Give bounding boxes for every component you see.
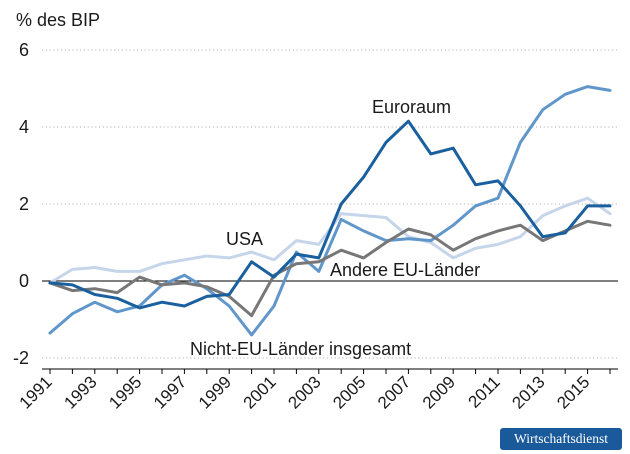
annotation-usa: USA — [226, 229, 263, 249]
series-lines — [48, 85, 612, 337]
x-tick-label: 2001 — [240, 372, 280, 412]
y-axis-ticks: -2 0 2 4 6 — [13, 40, 29, 368]
y-tick-label: 4 — [19, 117, 29, 137]
brand-logo-text: Wirtschaftsdienst — [514, 431, 608, 446]
annotation-andere-eu-laender: Andere EU-Länder — [330, 260, 480, 280]
brand-logo: Wirtschaftsdienst — [500, 428, 622, 450]
x-tick-label: 2007 — [374, 372, 414, 412]
x-tick-label: 2005 — [329, 372, 369, 412]
grid — [42, 49, 618, 359]
x-tick-label: 2015 — [553, 372, 593, 412]
x-tick-label: 1997 — [150, 372, 190, 412]
series-line-nicht-eu-l-nder-insgesamt — [48, 85, 612, 337]
x-tick-label: 2013 — [508, 372, 548, 412]
y-tick-label: 0 — [19, 271, 29, 291]
x-tick-label: 2003 — [284, 372, 324, 412]
x-tick-label: 1991 — [16, 372, 56, 412]
x-axis — [42, 280, 618, 374]
annotation-nicht-eu-laender: Nicht-EU-Länder insgesamt — [190, 339, 411, 359]
x-tick-label: 2011 — [465, 372, 504, 411]
x-tick-label: 1993 — [60, 372, 100, 412]
y-tick-label: 6 — [19, 40, 29, 60]
x-tick-label: 2009 — [419, 372, 459, 412]
y-axis-label: % des BIP — [16, 10, 100, 30]
y-tick-label: 2 — [19, 194, 29, 214]
annotations: Euroraum USA Andere EU-Länder Nicht-EU-L… — [190, 97, 480, 359]
x-axis-ticks: 1991 1993 1995 1997 1999 2001 2003 2005 2007 2009… — [16, 372, 594, 412]
x-tick-label: 1999 — [195, 372, 235, 412]
x-tick-label: 1995 — [105, 372, 145, 412]
annotation-euroraum: Euroraum — [372, 97, 451, 117]
y-tick-label: -2 — [13, 348, 29, 368]
series-line-euroraum — [48, 119, 612, 310]
series-line-andere-eu-l-nder — [48, 219, 612, 318]
